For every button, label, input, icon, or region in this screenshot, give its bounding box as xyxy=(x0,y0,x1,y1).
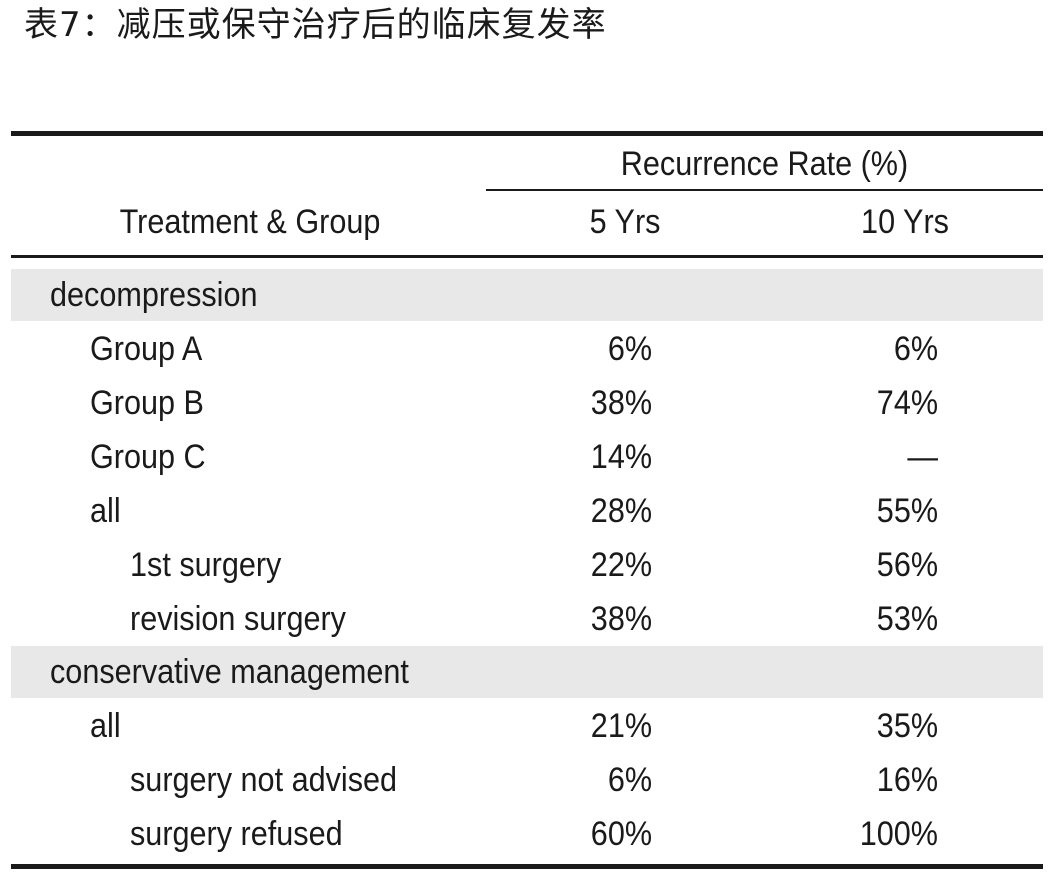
ten-year-value: — xyxy=(907,438,938,476)
ten-year-value: 53% xyxy=(876,600,938,638)
section-band-decompression xyxy=(11,269,1043,321)
section-label: decompression xyxy=(50,276,258,314)
ten-year-value: 55% xyxy=(876,492,938,530)
five-year-value: 21% xyxy=(590,707,652,745)
row-label: Group C xyxy=(90,438,206,476)
five-year-value: 28% xyxy=(590,492,652,530)
five-year-value: 14% xyxy=(590,438,652,476)
table-title: 表7：减压或保守治疗后的临床复发率 xyxy=(24,5,607,45)
ten-years-header: 10 Yrs xyxy=(861,203,949,241)
section-label: conservative management xyxy=(50,653,409,691)
row-label: 1st surgery xyxy=(130,546,282,584)
top-rule xyxy=(11,131,1043,136)
ten-year-value: 100% xyxy=(859,815,938,853)
row-label: all xyxy=(90,707,121,745)
five-year-value: 60% xyxy=(590,815,652,853)
five-year-value: 6% xyxy=(607,761,652,799)
treatment-group-header: Treatment & Group xyxy=(119,203,381,241)
bottom-rule xyxy=(11,864,1043,869)
spanner-rule xyxy=(486,189,1043,191)
five-year-value: 38% xyxy=(590,384,652,422)
section-band-conservative xyxy=(11,646,1043,698)
ten-year-value: 6% xyxy=(893,330,938,368)
ten-year-value: 74% xyxy=(876,384,938,422)
five-year-value: 38% xyxy=(590,600,652,638)
row-label: all xyxy=(90,492,121,530)
row-label: Group A xyxy=(90,330,203,368)
five-year-value: 22% xyxy=(590,546,652,584)
row-label: surgery not advised xyxy=(130,761,398,799)
row-label: Group B xyxy=(90,384,204,422)
ten-year-value: 56% xyxy=(876,546,938,584)
header-bottom-rule xyxy=(11,255,1043,258)
five-years-header: 5 Yrs xyxy=(589,203,661,241)
recurrence-rate-header: Recurrence Rate (%) xyxy=(620,145,909,183)
row-label: revision surgery xyxy=(130,600,346,638)
ten-year-value: 16% xyxy=(876,761,938,799)
ten-year-value: 35% xyxy=(876,707,938,745)
row-label: surgery refused xyxy=(130,815,343,853)
five-year-value: 6% xyxy=(607,330,652,368)
